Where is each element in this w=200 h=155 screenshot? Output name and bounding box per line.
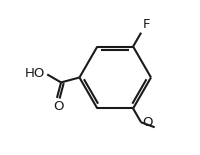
Text: O: O bbox=[53, 100, 64, 113]
Text: F: F bbox=[142, 18, 150, 31]
Text: HO: HO bbox=[25, 67, 45, 80]
Text: O: O bbox=[143, 115, 153, 128]
